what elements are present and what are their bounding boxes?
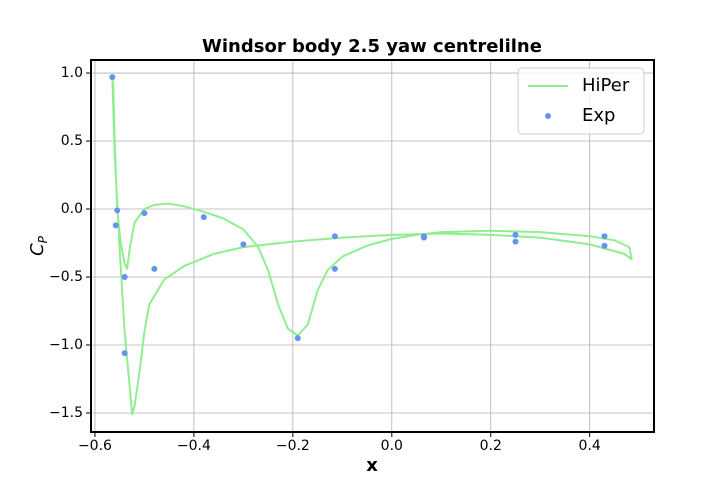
exp-point	[331, 265, 338, 272]
plot-frame	[90, 59, 655, 433]
x-axis-label: x	[366, 455, 378, 476]
exp-point	[109, 74, 116, 81]
exp-point	[200, 214, 207, 221]
y-tick-label: 1.0	[61, 65, 83, 81]
x-tick-label: −0.6	[78, 438, 112, 454]
y-tick-label: 0.0	[61, 201, 83, 217]
exp-point	[121, 274, 128, 280]
exp-point	[114, 207, 121, 214]
y-tick-label: 0.5	[61, 133, 83, 149]
legend-dot	[545, 113, 551, 119]
y-label-subscript: P	[36, 235, 50, 243]
legend-label: HiPer	[582, 75, 630, 96]
y-axis-label-group: CP	[27, 235, 50, 256]
x-tick-label: 0.4	[579, 438, 601, 454]
exp-point	[240, 241, 247, 248]
legend-label: Exp	[582, 105, 615, 126]
exp-point	[512, 238, 519, 245]
y-tick-label: −0.5	[49, 269, 83, 285]
chart-title: Windsor body 2.5 yaw centrelilne	[202, 36, 542, 57]
x-tick-label: −0.2	[276, 438, 310, 454]
exp-point	[331, 233, 338, 240]
x-tick-label: 0.2	[480, 438, 502, 454]
exp-point	[112, 222, 119, 229]
y-label-base: C	[27, 243, 48, 256]
exp-point	[601, 242, 608, 249]
exp-point	[420, 234, 427, 241]
exp-point	[512, 231, 519, 238]
exp-point	[141, 210, 148, 217]
y-axis-label: CP	[27, 235, 50, 256]
exp-point	[601, 233, 608, 240]
hiper-line	[111, 75, 633, 416]
y-tick-label: −1.5	[49, 405, 83, 421]
exp-point	[151, 265, 158, 272]
exp-point	[121, 350, 128, 357]
x-tick-label: 0.0	[381, 438, 403, 454]
x-tick-label: −0.4	[177, 438, 211, 454]
y-tick-label: −1.0	[49, 337, 83, 353]
exp-point	[294, 335, 301, 342]
